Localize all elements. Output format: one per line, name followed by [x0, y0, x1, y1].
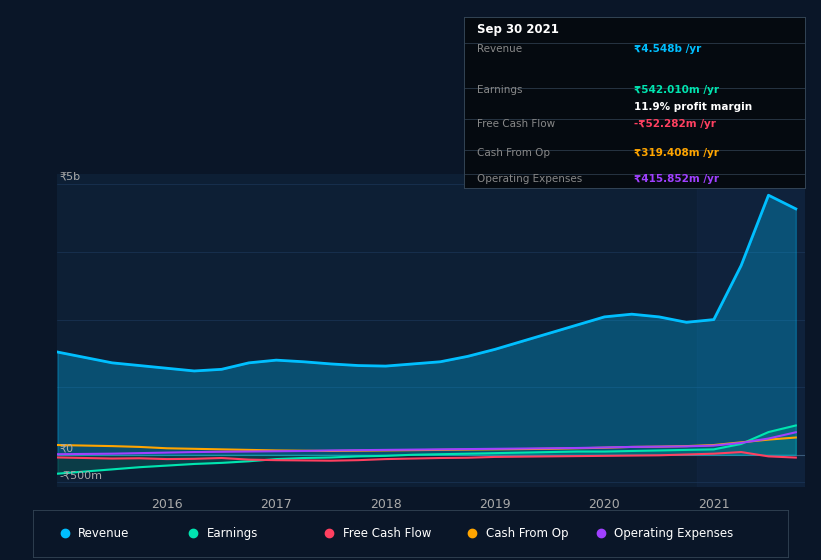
- Text: Operating Expenses: Operating Expenses: [478, 174, 583, 184]
- Text: ₹415.852m /yr: ₹415.852m /yr: [635, 174, 719, 184]
- Text: Free Cash Flow: Free Cash Flow: [342, 527, 431, 540]
- Text: Operating Expenses: Operating Expenses: [614, 527, 734, 540]
- Text: Revenue: Revenue: [78, 527, 130, 540]
- Text: Revenue: Revenue: [478, 44, 523, 54]
- Text: Cash From Op: Cash From Op: [478, 148, 551, 158]
- Text: ₹5b: ₹5b: [60, 172, 80, 181]
- Text: Earnings: Earnings: [478, 85, 523, 95]
- Text: Free Cash Flow: Free Cash Flow: [478, 119, 556, 129]
- Text: Earnings: Earnings: [207, 527, 258, 540]
- Text: -₹500m: -₹500m: [60, 471, 103, 480]
- Text: ₹0: ₹0: [60, 443, 74, 453]
- Bar: [697, 174, 805, 487]
- Text: ₹319.408m /yr: ₹319.408m /yr: [635, 148, 719, 158]
- Text: Cash From Op: Cash From Op: [486, 527, 568, 540]
- Text: ₹4.548b /yr: ₹4.548b /yr: [635, 44, 701, 54]
- Text: ₹542.010m /yr: ₹542.010m /yr: [635, 85, 719, 95]
- Text: 11.9% profit margin: 11.9% profit margin: [635, 102, 752, 113]
- Text: Sep 30 2021: Sep 30 2021: [478, 23, 559, 36]
- Text: -₹52.282m /yr: -₹52.282m /yr: [635, 119, 716, 129]
